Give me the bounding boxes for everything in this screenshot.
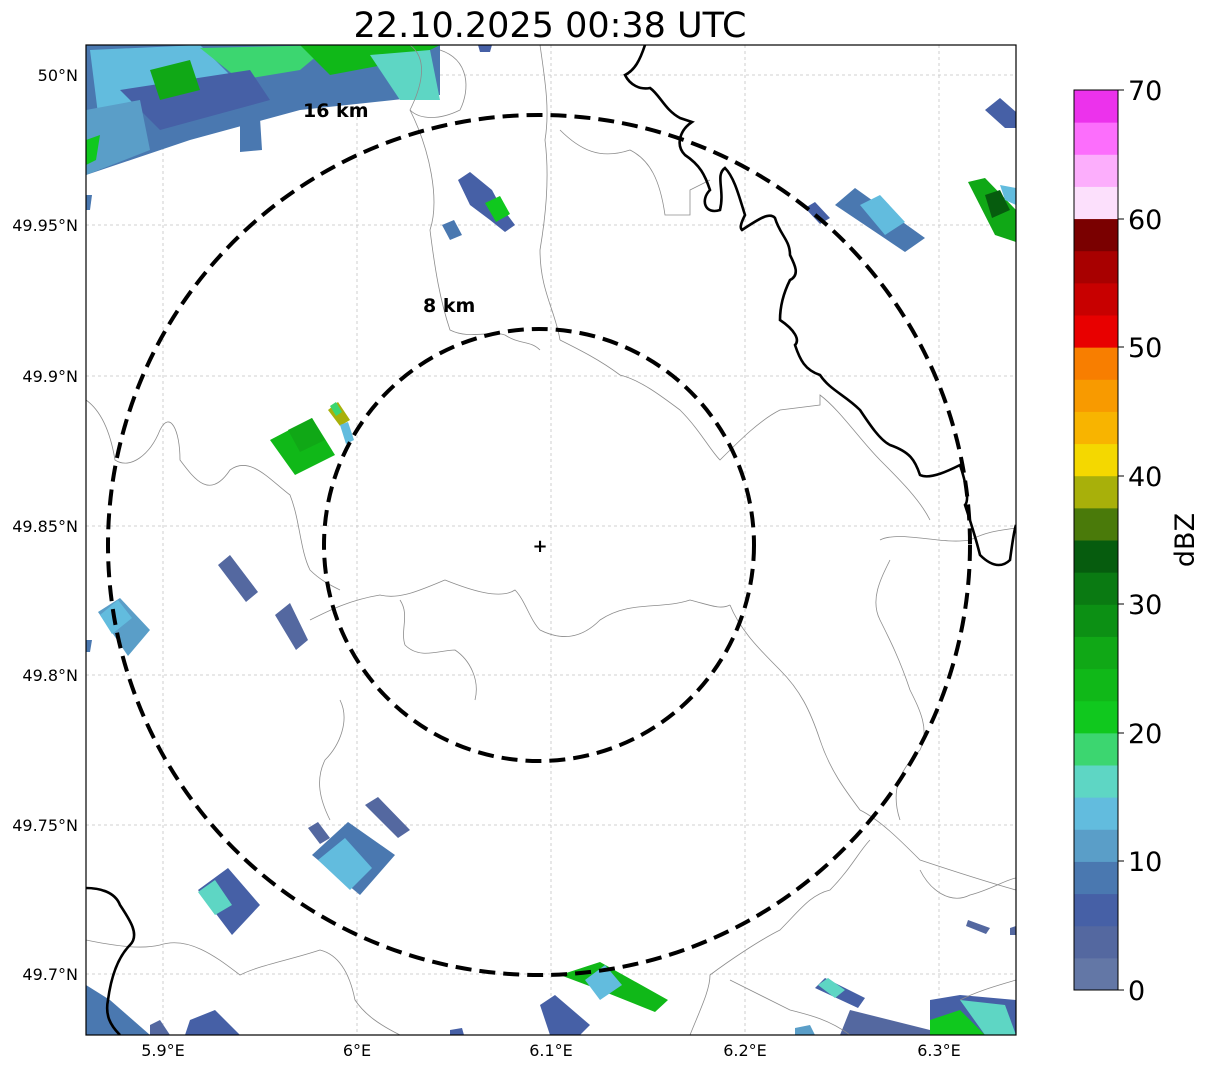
- colorbar-segment: [1074, 925, 1118, 959]
- colorbar-segment: [1074, 411, 1118, 445]
- colorbar-segment: [1074, 379, 1118, 412]
- y-tick-label: 49.7°N: [22, 965, 78, 984]
- colorbar-segments: [1074, 90, 1118, 991]
- colorbar-segment: [1074, 797, 1118, 830]
- y-tick-label: 49.9°N: [22, 367, 78, 386]
- x-tick-label: 5.9°E: [141, 1041, 185, 1060]
- admin-borders: [86, 45, 1016, 1035]
- colorbar-segment: [1074, 732, 1118, 766]
- ring-label-8km: 8 km: [423, 295, 475, 317]
- x-axis-ticks: 5.9°E 6°E 6.1°E 6.2°E 6.3°E: [141, 1041, 961, 1060]
- range-ring-16km: [106, 113, 972, 977]
- colorbar-tick-label: 50: [1128, 333, 1162, 364]
- colorbar-segment: [1074, 572, 1118, 605]
- colorbar-segment: [1074, 861, 1118, 895]
- colorbar-segment: [1074, 186, 1118, 220]
- colorbar-segment: [1074, 636, 1118, 670]
- x-tick-label: 6.3°E: [917, 1041, 961, 1060]
- gridlines: [86, 45, 1016, 1035]
- echo-cluster-southwest: [198, 797, 410, 935]
- colorbar-tick-label: 60: [1128, 205, 1162, 236]
- y-tick-label: 49.85°N: [12, 517, 78, 536]
- colorbar-tick-label: 30: [1128, 590, 1162, 621]
- colorbar-frame: [1073, 89, 1119, 991]
- echo-cluster-south: [86, 962, 668, 1035]
- colorbar-tick-label: 0: [1128, 976, 1145, 1007]
- colorbar-segment: [1074, 765, 1118, 798]
- colorbar-segment: [1074, 443, 1118, 477]
- colorbar-tick-label: 10: [1128, 847, 1162, 878]
- y-tick-label: 49.75°N: [12, 816, 78, 835]
- colorbar-segment: [1074, 893, 1118, 927]
- figure-title: 22.10.2025 00:38 UTC: [354, 6, 747, 46]
- colorbar-segment: [1074, 829, 1118, 862]
- colorbar-segment: [1074, 540, 1118, 573]
- colorbar-segment: [1074, 154, 1118, 187]
- colorbar: 70 60 50 40 30 20 10 0 dBZ: [1073, 76, 1201, 1007]
- colorbar-segment: [1074, 250, 1118, 284]
- colorbar-segment: [1074, 700, 1118, 734]
- echo-cluster-north: [442, 172, 515, 240]
- colorbar-segment: [1074, 315, 1118, 348]
- x-tick-label: 6.1°E: [529, 1041, 573, 1060]
- map-axes: 8 km 16 km + 5.9°E 6°E 6.1°E 6.2°E 6.3°E…: [12, 44, 1017, 1060]
- colorbar-segment: [1074, 282, 1118, 316]
- echo-cluster-east: [805, 98, 1016, 252]
- radar-echoes: [86, 45, 1016, 1035]
- map-frame: [85, 44, 1017, 1036]
- colorbar-segment: [1074, 122, 1118, 155]
- radar-center-marker: +: [532, 536, 547, 557]
- colorbar-tick-label: 40: [1128, 462, 1162, 493]
- y-axis-ticks: 50°N 49.95°N 49.9°N 49.85°N 49.8°N 49.75…: [12, 66, 78, 984]
- colorbar-segment: [1074, 475, 1118, 509]
- x-tick-label: 6°E: [343, 1041, 371, 1060]
- y-tick-label: 50°N: [38, 66, 78, 85]
- colorbar-tick-label: 70: [1128, 76, 1162, 107]
- colorbar-label: dBZ: [1170, 513, 1201, 567]
- colorbar-ticks: 70 60 50 40 30 20 10 0: [1118, 76, 1162, 1007]
- y-tick-label: 49.8°N: [22, 666, 78, 685]
- y-tick-label: 49.95°N: [12, 216, 78, 235]
- colorbar-segment: [1074, 604, 1118, 637]
- echo-cluster-west: [86, 402, 354, 656]
- colorbar-segment: [1074, 90, 1118, 123]
- country-border: [86, 45, 1016, 1035]
- colorbar-segment: [1074, 957, 1118, 991]
- colorbar-segment: [1074, 218, 1118, 252]
- echo-cluster-southeast: [795, 920, 1016, 1035]
- colorbar-segment: [1074, 507, 1118, 541]
- echo-cluster-northwest: [86, 45, 492, 210]
- colorbar-tick-label: 20: [1128, 719, 1162, 750]
- colorbar-segment: [1074, 347, 1118, 380]
- range-rings: [106, 113, 972, 977]
- x-tick-label: 6.2°E: [723, 1041, 767, 1060]
- range-ring-8km: [322, 327, 756, 763]
- colorbar-segment: [1074, 668, 1118, 702]
- ring-label-16km: 16 km: [303, 100, 369, 122]
